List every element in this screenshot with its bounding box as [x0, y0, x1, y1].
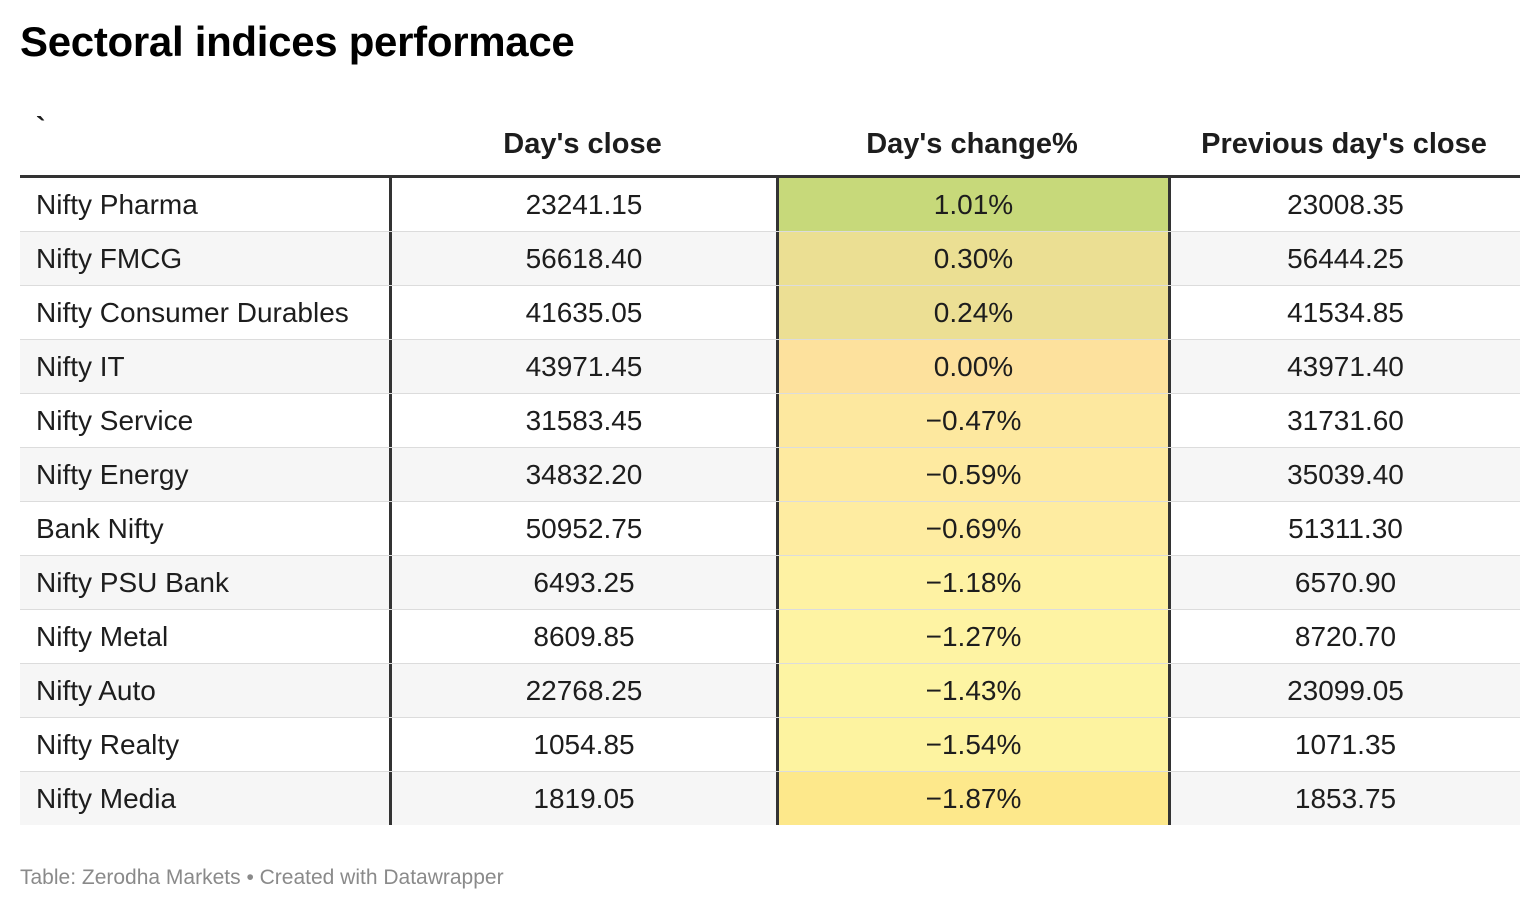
- table-row: Nifty Energy 34832.20 −0.59% 35039.40: [20, 448, 1520, 502]
- previous-close-cell: 1853.75: [1168, 772, 1520, 825]
- sectoral-indices-table: ` Day's close Day's change% Previous day…: [20, 108, 1520, 825]
- table-row: Nifty FMCG 56618.40 0.30% 56444.25: [20, 232, 1520, 286]
- days-change-cell: 0.30%: [776, 232, 1168, 285]
- days-change-cell: −1.27%: [776, 610, 1168, 663]
- days-close-cell: 6493.25: [389, 556, 776, 609]
- table-row: Bank Nifty 50952.75 −0.69% 51311.30: [20, 502, 1520, 556]
- days-close-cell: 50952.75: [389, 502, 776, 555]
- days-change-cell: 0.24%: [776, 286, 1168, 339]
- days-change-cell: 1.01%: [776, 178, 1168, 231]
- days-close-cell: 1054.85: [389, 718, 776, 771]
- index-name-cell: Nifty Consumer Durables: [36, 297, 349, 328]
- index-name-cell: Nifty IT: [36, 351, 125, 382]
- table-header: ` Day's close Day's change% Previous day…: [20, 108, 1520, 178]
- days-close-cell: 31583.45: [389, 394, 776, 447]
- previous-close-cell: 56444.25: [1168, 232, 1520, 285]
- table-row: Nifty Service 31583.45 −0.47% 31731.60: [20, 394, 1520, 448]
- index-name-cell: Nifty Energy: [36, 459, 189, 490]
- days-close-cell: 41635.05: [389, 286, 776, 339]
- index-name-cell: Nifty Service: [36, 405, 194, 436]
- days-close-cell: 56618.40: [389, 232, 776, 285]
- index-name-cell: Nifty Metal: [36, 621, 169, 652]
- previous-close-cell: 43971.40: [1168, 340, 1520, 393]
- table-row: Nifty Metal 8609.85 −1.27% 8720.70: [20, 610, 1520, 664]
- column-header-previous-close[interactable]: Previous day's close: [1201, 128, 1487, 160]
- days-change-cell: −1.43%: [776, 664, 1168, 717]
- days-change-cell: 0.00%: [776, 340, 1168, 393]
- table-row: Nifty Pharma 23241.15 1.01% 23008.35: [20, 178, 1520, 232]
- table-row: Nifty Auto 22768.25 −1.43% 23099.05: [20, 664, 1520, 718]
- credit-label: Created with Datawrapper: [259, 866, 504, 889]
- days-close-cell: 34832.20: [389, 448, 776, 501]
- previous-close-cell: 8720.70: [1168, 610, 1520, 663]
- days-close-cell: 23241.15: [389, 178, 776, 231]
- column-header-days-change[interactable]: Day's change%: [866, 128, 1078, 160]
- table-body: Nifty Pharma 23241.15 1.01% 23008.35 Nifty F…: [20, 178, 1520, 825]
- days-close-cell: 43971.45: [389, 340, 776, 393]
- source-label: Table: Zerodha Markets: [20, 866, 241, 889]
- footer-separator: •: [240, 866, 260, 889]
- days-close-cell: 22768.25: [389, 664, 776, 717]
- previous-close-cell: 23099.05: [1168, 664, 1520, 717]
- index-name-cell: Nifty Pharma: [36, 189, 198, 220]
- table-row: Nifty PSU Bank 6493.25 −1.18% 6570.90: [20, 556, 1520, 610]
- previous-close-cell: 35039.40: [1168, 448, 1520, 501]
- days-change-cell: −0.69%: [776, 502, 1168, 555]
- index-name-cell: Bank Nifty: [36, 513, 164, 544]
- table-row: Nifty Realty 1054.85 −1.54% 1071.35: [20, 718, 1520, 772]
- index-name-cell: Nifty Media: [36, 783, 177, 814]
- column-header-days-close[interactable]: Day's close: [503, 128, 662, 160]
- previous-close-cell: 6570.90: [1168, 556, 1520, 609]
- index-name-cell: Nifty FMCG: [36, 243, 183, 274]
- previous-close-cell: 31731.60: [1168, 394, 1520, 447]
- index-name-cell: Nifty Auto: [36, 675, 156, 706]
- days-change-cell: −1.54%: [776, 718, 1168, 771]
- table-title: Sectoral indices performace: [20, 18, 575, 65]
- days-close-cell: 1819.05: [389, 772, 776, 825]
- days-change-cell: −1.87%: [776, 772, 1168, 825]
- previous-close-cell: 1071.35: [1168, 718, 1520, 771]
- previous-close-cell: 51311.30: [1168, 502, 1520, 555]
- days-close-cell: 8609.85: [389, 610, 776, 663]
- previous-close-cell: 41534.85: [1168, 286, 1520, 339]
- days-change-cell: −0.59%: [776, 448, 1168, 501]
- index-name-cell: Nifty Realty: [36, 729, 180, 760]
- column-header-name[interactable]: `: [36, 112, 46, 144]
- days-change-cell: −1.18%: [776, 556, 1168, 609]
- footer: Table: Zerodha Markets • Created with Da…: [20, 866, 504, 890]
- table-row: Nifty IT 43971.45 0.00% 43971.40: [20, 340, 1520, 394]
- table-row: Nifty Media 1819.05 −1.87% 1853.75: [20, 772, 1520, 825]
- table-row: Nifty Consumer Durables 41635.05 0.24% 4153…: [20, 286, 1520, 340]
- days-change-cell: −0.47%: [776, 394, 1168, 447]
- previous-close-cell: 23008.35: [1168, 178, 1520, 231]
- index-name-cell: Nifty PSU Bank: [36, 567, 229, 598]
